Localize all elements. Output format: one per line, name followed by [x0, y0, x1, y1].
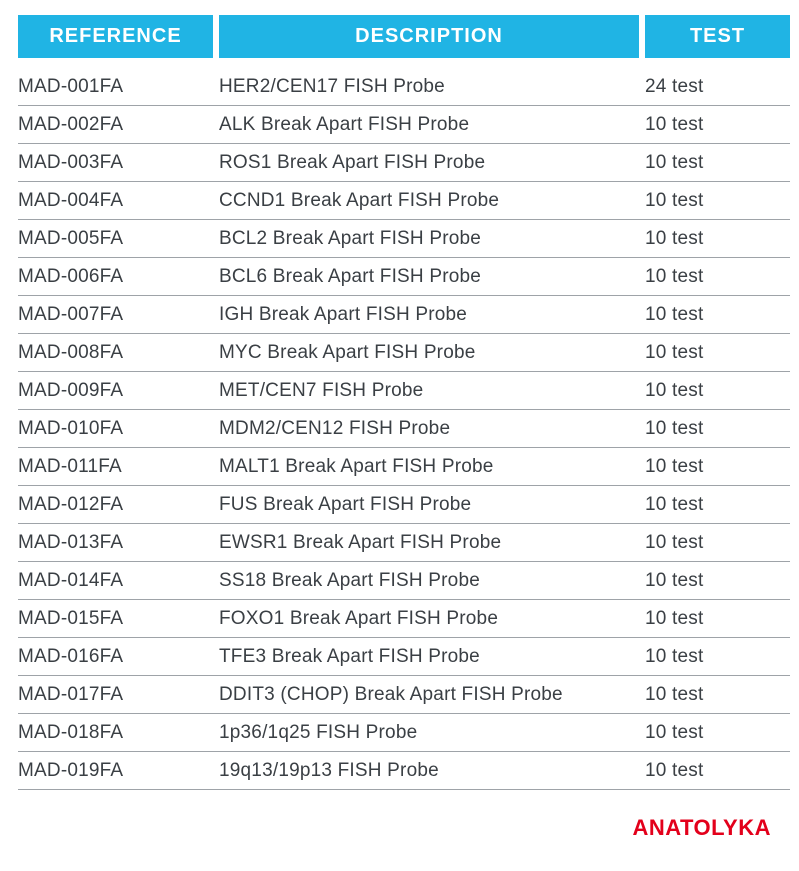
cell-description: FOXO1 Break Apart FISH Probe	[219, 600, 639, 638]
cell-reference: MAD-014FA	[18, 562, 213, 600]
cell-reference: MAD-006FA	[18, 258, 213, 296]
cell-test: 10 test	[645, 562, 790, 600]
cell-test: 10 test	[645, 638, 790, 676]
cell-description: 19q13/19p13 FISH Probe	[219, 752, 639, 790]
cell-reference: MAD-013FA	[18, 524, 213, 562]
col-header-test: TEST	[645, 15, 790, 58]
cell-test: 10 test	[645, 334, 790, 372]
table-row: MAD-005FABCL2 Break Apart FISH Probe10 t…	[18, 220, 790, 258]
cell-reference: MAD-009FA	[18, 372, 213, 410]
cell-description: SS18 Break Apart FISH Probe	[219, 562, 639, 600]
cell-description: IGH Break Apart FISH Probe	[219, 296, 639, 334]
cell-reference: MAD-015FA	[18, 600, 213, 638]
table-row: MAD-010FAMDM2/CEN12 FISH Probe10 test	[18, 410, 790, 448]
table-row: MAD-001FAHER2/CEN17 FISH Probe24 test	[18, 58, 790, 106]
cell-description: ROS1 Break Apart FISH Probe	[219, 144, 639, 182]
table-row: MAD-015FAFOXO1 Break Apart FISH Probe10 …	[18, 600, 790, 638]
cell-reference: MAD-017FA	[18, 676, 213, 714]
cell-test: 10 test	[645, 258, 790, 296]
cell-reference: MAD-003FA	[18, 144, 213, 182]
cell-description: MALT1 Break Apart FISH Probe	[219, 448, 639, 486]
cell-test: 10 test	[645, 448, 790, 486]
cell-test: 10 test	[645, 752, 790, 790]
cell-description: BCL2 Break Apart FISH Probe	[219, 220, 639, 258]
cell-description: FUS Break Apart FISH Probe	[219, 486, 639, 524]
cell-description: MYC Break Apart FISH Probe	[219, 334, 639, 372]
table-row: MAD-002FAALK Break Apart FISH Probe10 te…	[18, 106, 790, 144]
cell-test: 10 test	[645, 410, 790, 448]
table-row: MAD-004FACCND1 Break Apart FISH Probe10 …	[18, 182, 790, 220]
table-row: MAD-007FAIGH Break Apart FISH Probe10 te…	[18, 296, 790, 334]
table-row: MAD-019FA19q13/19p13 FISH Probe10 test	[18, 752, 790, 790]
table-row: MAD-014FASS18 Break Apart FISH Probe10 t…	[18, 562, 790, 600]
probe-table: REFERENCE DESCRIPTION TEST MAD-001FAHER2…	[18, 15, 790, 790]
col-header-reference: REFERENCE	[18, 15, 213, 58]
cell-description: CCND1 Break Apart FISH Probe	[219, 182, 639, 220]
table-row: MAD-018FA1p36/1q25 FISH Probe10 test	[18, 714, 790, 752]
cell-description: ALK Break Apart FISH Probe	[219, 106, 639, 144]
table-row: MAD-011FAMALT1 Break Apart FISH Probe10 …	[18, 448, 790, 486]
col-header-description: DESCRIPTION	[219, 15, 639, 58]
table-body: MAD-001FAHER2/CEN17 FISH Probe24 testMAD…	[18, 58, 790, 790]
cell-test: 10 test	[645, 524, 790, 562]
cell-description: HER2/CEN17 FISH Probe	[219, 58, 639, 106]
table-row: MAD-012FAFUS Break Apart FISH Probe10 te…	[18, 486, 790, 524]
cell-test: 10 test	[645, 220, 790, 258]
cell-reference: MAD-018FA	[18, 714, 213, 752]
cell-reference: MAD-019FA	[18, 752, 213, 790]
cell-description: MDM2/CEN12 FISH Probe	[219, 410, 639, 448]
cell-test: 10 test	[645, 296, 790, 334]
cell-reference: MAD-004FA	[18, 182, 213, 220]
cell-reference: MAD-001FA	[18, 58, 213, 106]
cell-description: DDIT3 (CHOP) Break Apart FISH Probe	[219, 676, 639, 714]
table-row: MAD-008FAMYC Break Apart FISH Probe10 te…	[18, 334, 790, 372]
cell-description: BCL6 Break Apart FISH Probe	[219, 258, 639, 296]
cell-test: 10 test	[645, 714, 790, 752]
cell-test: 24 test	[645, 58, 790, 106]
cell-description: 1p36/1q25 FISH Probe	[219, 714, 639, 752]
cell-reference: MAD-011FA	[18, 448, 213, 486]
cell-reference: MAD-005FA	[18, 220, 213, 258]
cell-test: 10 test	[645, 144, 790, 182]
cell-description: TFE3 Break Apart FISH Probe	[219, 638, 639, 676]
table-row: MAD-016FATFE3 Break Apart FISH Probe10 t…	[18, 638, 790, 676]
table-header: REFERENCE DESCRIPTION TEST	[18, 15, 790, 58]
cell-test: 10 test	[645, 486, 790, 524]
cell-description: EWSR1 Break Apart FISH Probe	[219, 524, 639, 562]
cell-reference: MAD-008FA	[18, 334, 213, 372]
cell-reference: MAD-007FA	[18, 296, 213, 334]
cell-test: 10 test	[645, 676, 790, 714]
cell-reference: MAD-002FA	[18, 106, 213, 144]
cell-test: 10 test	[645, 372, 790, 410]
table-row: MAD-017FADDIT3 (CHOP) Break Apart FISH P…	[18, 676, 790, 714]
cell-description: MET/CEN7 FISH Probe	[219, 372, 639, 410]
cell-reference: MAD-016FA	[18, 638, 213, 676]
cell-reference: MAD-012FA	[18, 486, 213, 524]
brand-label: ANATOLYKA	[632, 815, 771, 841]
cell-reference: MAD-010FA	[18, 410, 213, 448]
table-row: MAD-013FAEWSR1 Break Apart FISH Probe10 …	[18, 524, 790, 562]
table-row: MAD-003FAROS1 Break Apart FISH Probe10 t…	[18, 144, 790, 182]
table-row: MAD-009FAMET/CEN7 FISH Probe10 test	[18, 372, 790, 410]
cell-test: 10 test	[645, 106, 790, 144]
table-row: MAD-006FABCL6 Break Apart FISH Probe10 t…	[18, 258, 790, 296]
cell-test: 10 test	[645, 600, 790, 638]
cell-test: 10 test	[645, 182, 790, 220]
